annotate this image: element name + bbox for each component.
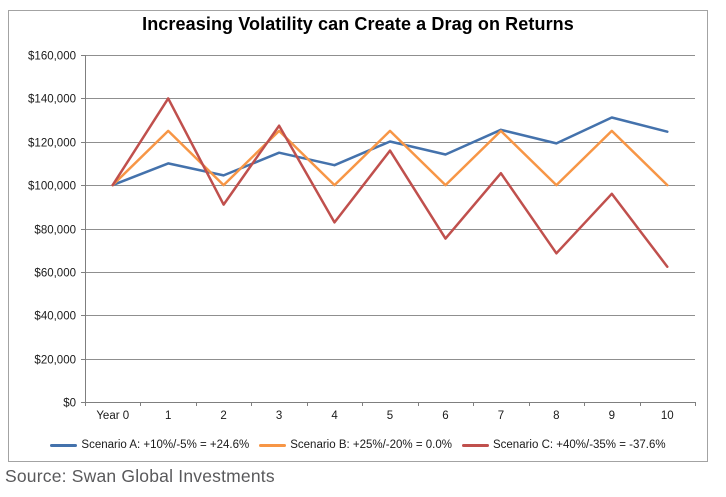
x-tick-label: 4	[331, 410, 338, 422]
legend-item-2: Scenario C: +40%/-35% = -37.6%	[461, 439, 666, 451]
x-tick-label: 1	[165, 410, 171, 422]
legend-label: Scenario A: +10%/-5% = +24.6%	[81, 439, 250, 451]
y-tick-label: $120,000	[28, 138, 76, 150]
series-lines	[111, 97, 669, 268]
legend-item-1: Scenario B: +25%/-20% = 0.0%	[259, 439, 452, 451]
x-tick-label: 5	[387, 410, 393, 422]
legend-label: Scenario C: +40%/-35% = -37.6%	[492, 439, 666, 451]
y-tick-label: $60,000	[34, 268, 76, 280]
x-tick-label: 9	[609, 410, 615, 422]
chart-container: Increasing Volatility can Create a Drag …	[8, 10, 708, 462]
y-tick-label: $0	[63, 398, 76, 410]
y-tick-label: $80,000	[34, 225, 76, 237]
legend-line-swatch	[259, 443, 287, 447]
y-tick-label: $20,000	[34, 355, 76, 367]
series-line-2	[111, 97, 669, 268]
legend-label: Scenario B: +25%/-20% = 0.0%	[290, 439, 452, 451]
chart-legend: Scenario A: +10%/-5% = +24.6% Scenario B:…	[9, 439, 707, 451]
x-tick-label: 2	[220, 410, 226, 422]
chart-title: Increasing Volatility can Create a Drag …	[142, 14, 574, 34]
series-line-1	[111, 129, 669, 187]
gridlines	[85, 55, 695, 403]
x-tick-label: Year 0	[96, 410, 129, 422]
y-tick-label: $40,000	[34, 311, 76, 323]
source-caption: Source: Swan Global Investments	[5, 466, 275, 486]
x-tick-label: 8	[553, 410, 559, 422]
y-tick-label: $100,000	[28, 181, 76, 193]
x-tick-label: 7	[498, 410, 504, 422]
y-tick-label: $160,000	[28, 51, 76, 63]
x-tick-label: 3	[276, 410, 282, 422]
legend-line-swatch	[461, 443, 489, 447]
x-axis-labels: Year 0 1 2 3 4 5 6 7 8 9 10	[96, 410, 673, 422]
y-tick-label: $140,000	[28, 94, 76, 106]
legend-item-0: Scenario A: +10%/-5% = +24.6%	[50, 439, 249, 451]
line-chart-plot: $0 $20,000 $40,000 $60,000 $80,000 $100,000 $1…	[28, 51, 696, 422]
axis-ticks	[81, 55, 696, 406]
x-tick-label: 6	[442, 410, 448, 422]
legend-line-swatch	[50, 443, 78, 447]
y-axis-labels: $0 $20,000 $40,000 $60,000 $80,000 $100,000 $1…	[28, 51, 76, 410]
x-tick-label: 10	[661, 410, 674, 422]
